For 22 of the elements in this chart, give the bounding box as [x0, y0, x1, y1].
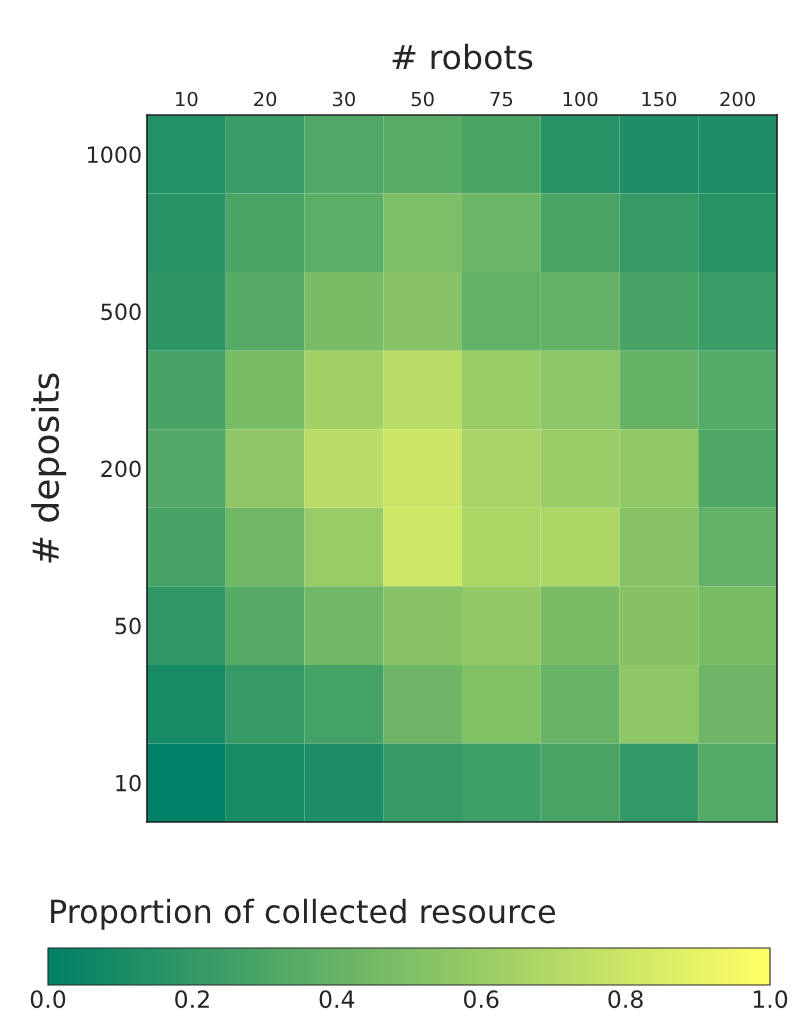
color-bar-label: 0.0 [30, 990, 66, 1009]
x-tick-label: 200 [720, 91, 755, 107]
color-bar-label: 1.0 [753, 990, 788, 1009]
y-axis-title: # deposits [31, 373, 67, 563]
x-tick-label: 150 [642, 91, 677, 107]
x-tick-label: 50 [411, 91, 434, 107]
y-tick-label: 1000 [88, 146, 141, 164]
x-tick-label: 10 [176, 91, 198, 107]
color-bar-label: 0.2 [175, 990, 209, 1009]
color-bar-title: Proportion of collected resource [51, 898, 556, 930]
y-tick-label: 10 [116, 774, 141, 792]
y-tick-label: 200 [101, 460, 141, 478]
x-tick-label: 20 [254, 91, 277, 107]
color-bar-label: 0.8 [608, 990, 643, 1009]
y-tick-label: 500 [101, 303, 141, 321]
x-axis-title: # robots [392, 43, 533, 70]
y-tick-label: 50 [115, 617, 141, 635]
x-tick-label: 75 [490, 91, 513, 107]
x-tick-label: 100 [563, 91, 598, 107]
color-bar-label: 0.4 [319, 990, 355, 1009]
color-bar-label: 0.6 [463, 990, 499, 1009]
x-tick-label: 30 [332, 91, 355, 107]
